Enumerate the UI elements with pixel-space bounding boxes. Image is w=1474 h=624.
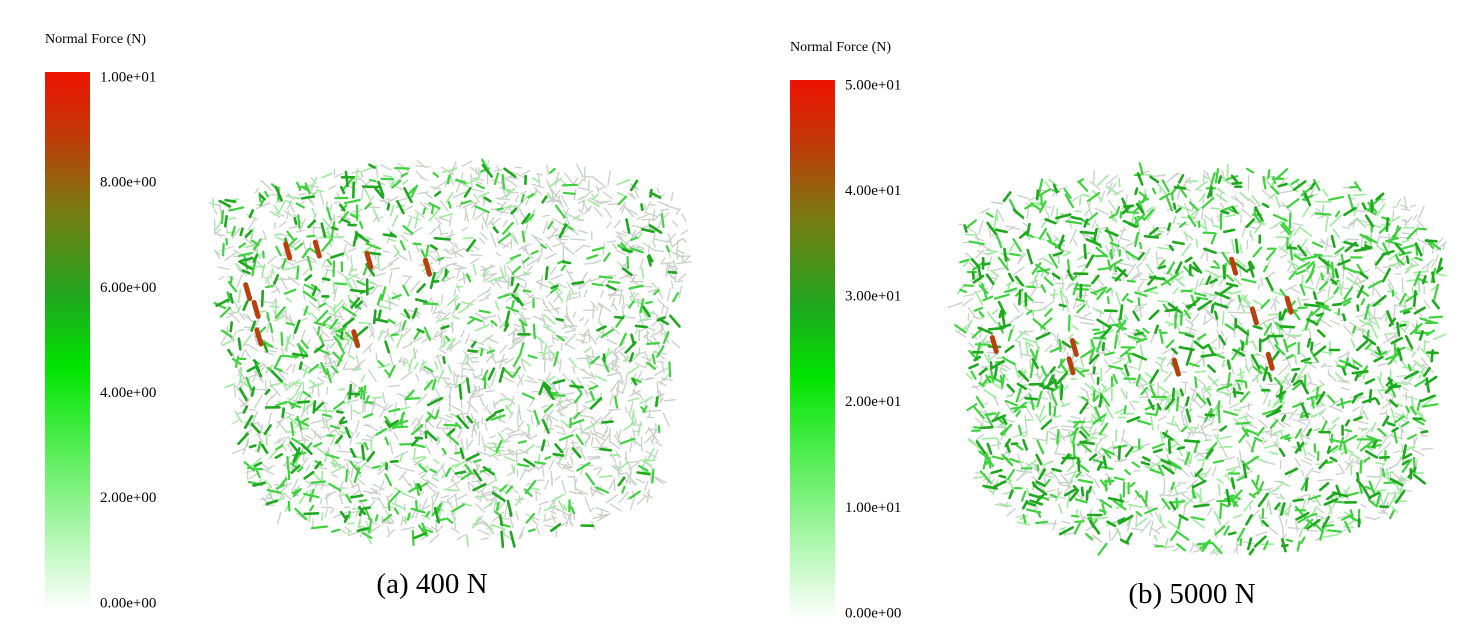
force-chain-network (947, 162, 1447, 556)
colorbar (45, 72, 90, 610)
colorbar-tick-label: 8.00e+00 (100, 175, 156, 191)
colorbar-tick-label: 4.00e+01 (845, 183, 901, 199)
colorbar-tick-label: 6.00e+00 (100, 280, 156, 296)
panel-caption: (b) 5000 N (1128, 578, 1255, 610)
colorbar-tick-label: 1.00e+01 (100, 69, 156, 85)
colorbar-tick-label: 4.00e+00 (100, 385, 156, 401)
force-chain (215, 163, 681, 548)
colorbar-tick-label: 2.00e+00 (100, 490, 156, 506)
force-chain-network (208, 158, 692, 548)
colorbar-tick-label: 3.00e+01 (845, 289, 901, 305)
colorbar-tick-label: 2.00e+01 (845, 394, 901, 410)
panel-caption: (a) 400 N (376, 568, 487, 600)
colorbar (790, 80, 835, 620)
colorbar-title: Normal Force (N) (45, 32, 146, 47)
colorbar-title: Normal Force (N) (790, 40, 891, 55)
colorbar-tick-label: 5.00e+01 (845, 77, 901, 93)
force-chain (213, 158, 680, 546)
strong-force-chain (989, 256, 1294, 377)
colorbar-tick-label: 1.00e+01 (845, 500, 901, 516)
force-chain (963, 172, 1444, 556)
strong-force-chain (243, 239, 432, 349)
colorbar-tick-label: 0.00e+00 (100, 595, 156, 611)
colorbar-tick-label: 0.00e+00 (845, 605, 901, 621)
